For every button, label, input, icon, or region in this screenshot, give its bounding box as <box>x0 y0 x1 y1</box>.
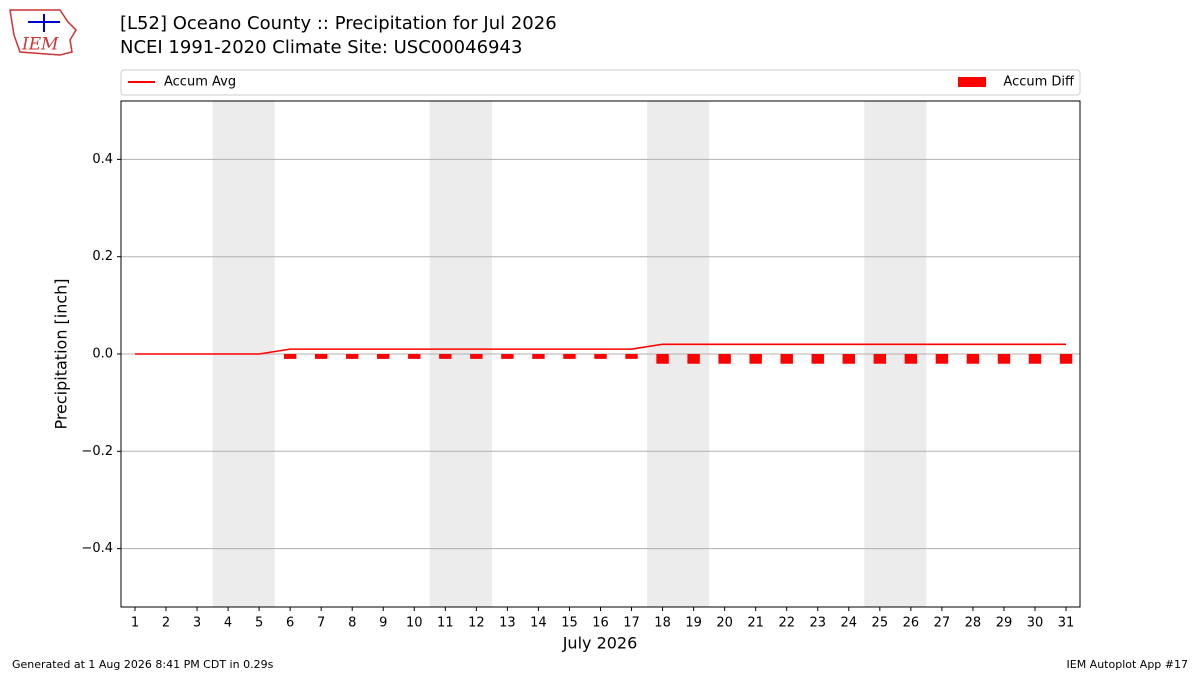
line <box>134 343 1067 355</box>
x-tick-label: 2 <box>162 616 170 631</box>
x-tick-label: 9 <box>379 616 387 631</box>
x-tick-label: 30 <box>1027 616 1044 631</box>
bar <box>718 354 731 364</box>
x-tick-label: 4 <box>224 616 232 631</box>
bar <box>935 354 949 364</box>
x-tick-label: 22 <box>778 616 795 631</box>
x-tick-label: 7 <box>317 616 325 631</box>
y-tick-label: 0.4 <box>92 152 113 167</box>
x-tick-label: 3 <box>193 616 201 631</box>
x-tick-label: 19 <box>685 616 702 631</box>
x-tick-label: 10 <box>406 616 423 631</box>
y-tick-label: 0.0 <box>92 347 113 362</box>
x-tick-label: 29 <box>996 616 1013 631</box>
footer-left: Generated at 1 Aug 2026 8:41 PM CDT in 0… <box>12 658 274 671</box>
bar <box>439 354 452 359</box>
bar <box>501 354 514 359</box>
bar <box>811 354 824 364</box>
bar <box>532 354 545 359</box>
x-axis-label: July 2026 <box>562 634 638 653</box>
x-tick-label: 27 <box>934 616 951 631</box>
bar <box>1028 354 1042 364</box>
bar <box>873 354 887 364</box>
x-tick-label: 17 <box>623 616 640 631</box>
x-tick-label: 25 <box>872 616 889 631</box>
bar <box>842 354 855 364</box>
x-tick-label: 21 <box>747 616 764 631</box>
bar <box>780 354 793 364</box>
x-tick-label: 13 <box>499 616 516 631</box>
legend-label: Accum Diff <box>1003 75 1075 90</box>
x-tick-label: 28 <box>965 616 982 631</box>
bar <box>966 354 980 364</box>
bar <box>749 354 762 364</box>
x-tick-label: 31 <box>1058 616 1075 631</box>
bar <box>594 354 607 359</box>
y-axis-label: Precipitation [inch] <box>52 278 71 429</box>
bar <box>283 354 297 359</box>
bar <box>687 354 700 364</box>
chart-subtitle: NCEI 1991-2020 Climate Site: USC00046943 <box>120 37 522 58</box>
logo: IEM <box>9 9 77 56</box>
bar <box>997 354 1011 364</box>
x-tick-label: 18 <box>654 616 671 631</box>
x-tick-label: 26 <box>903 616 920 631</box>
x-tick-label: 24 <box>841 616 858 631</box>
bar <box>314 354 328 359</box>
y-tick-label: 0.2 <box>92 249 113 264</box>
x-tick-label: 16 <box>592 616 609 631</box>
y-tick-label: −0.4 <box>81 541 113 556</box>
x-tick-label: 12 <box>468 616 485 631</box>
x-tick-label: 6 <box>286 616 294 631</box>
bar <box>346 354 359 359</box>
logo-text: IEM <box>21 35 59 55</box>
x-tick-label: 5 <box>255 616 263 631</box>
x-tick-label: 23 <box>809 616 826 631</box>
x-tick-label: 15 <box>561 616 578 631</box>
bar <box>904 354 918 364</box>
y-tick-label: −0.2 <box>81 444 113 459</box>
legend-swatch <box>958 77 986 87</box>
x-tick-label: 20 <box>716 616 733 631</box>
legend-label: Accum Avg <box>164 75 236 90</box>
x-tick-label: 14 <box>530 616 547 631</box>
bar <box>563 354 576 359</box>
x-tick-label: 1 <box>131 616 139 631</box>
x-tick-label: 11 <box>437 616 454 631</box>
bar <box>377 354 390 359</box>
bar <box>656 354 669 364</box>
bar <box>625 354 638 359</box>
bar <box>470 354 483 359</box>
footer-right: IEM Autoplot App #17 <box>1067 658 1189 671</box>
legend <box>120 69 1081 96</box>
bar <box>408 354 421 359</box>
chart-title: [L52] Oceano County :: Precipitation for… <box>120 13 557 34</box>
bar <box>1059 354 1073 364</box>
x-tick-label: 8 <box>348 616 356 631</box>
